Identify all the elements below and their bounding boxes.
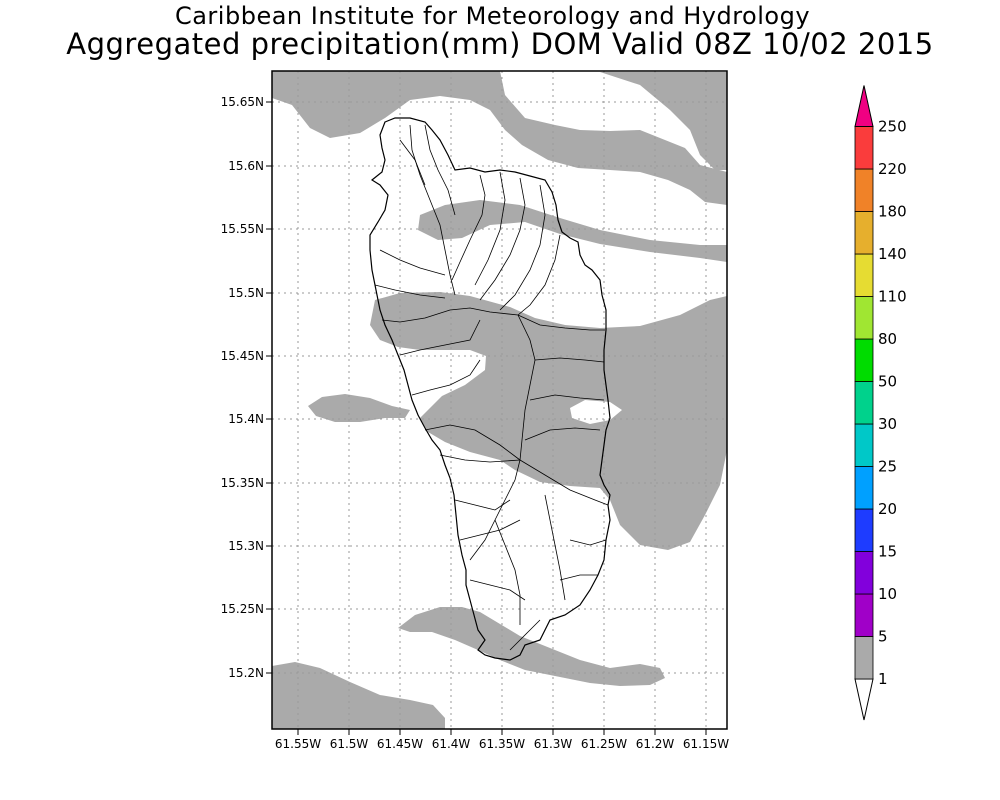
legend-color-swatch	[854, 466, 874, 510]
lon-label: 61.4W	[432, 737, 471, 751]
legend-label: 30	[878, 415, 897, 433]
legend-below-range-triangle	[854, 678, 874, 721]
axis-ticks	[266, 101, 707, 735]
legend-label: 20	[878, 500, 897, 518]
lon-label: 61.25W	[581, 737, 627, 751]
lat-label: 15.6N	[228, 159, 264, 173]
precipitation-areas	[272, 71, 727, 729]
legend-label: 5	[878, 628, 888, 646]
legend-color-swatch	[854, 253, 874, 297]
legend-color-swatch	[854, 168, 874, 212]
precip-area-north	[418, 200, 727, 262]
legend-color-swatch	[854, 211, 874, 255]
legend-color-swatch	[854, 508, 874, 552]
legend-color-swatch	[854, 636, 874, 680]
lon-label: 61.45W	[377, 737, 423, 751]
precip-area-west	[308, 394, 410, 422]
lon-label: 61.15W	[683, 737, 729, 751]
precip-area-central	[370, 292, 727, 550]
lat-label: 15.3N	[228, 539, 264, 553]
precip-area-east-patch	[695, 340, 727, 370]
watershed-lines	[374, 124, 609, 651]
lat-label: 15.55N	[221, 222, 264, 236]
precip-area-south	[398, 607, 665, 686]
legend-color-swatch	[854, 296, 874, 340]
map-title: Caribbean Institute for Meteorology and …	[174, 2, 811, 30]
island-outline	[369, 117, 611, 661]
legend-color-swatch	[854, 423, 874, 467]
lon-label: 61.35W	[479, 737, 525, 751]
legend-label: 220	[878, 160, 907, 178]
lat-label: 15.65N	[221, 95, 264, 109]
legend-color-swatch	[854, 126, 874, 170]
latitude-labels: 15.65N 15.6N 15.55N 15.5N 15.45N 15.4N 1…	[221, 95, 264, 680]
legend-label: 10	[878, 585, 897, 603]
legend-label: 250	[878, 118, 907, 136]
lat-label: 15.2N	[228, 666, 264, 680]
legend-color-swatch	[854, 381, 874, 425]
lat-label: 15.5N	[228, 286, 264, 300]
legend-color-swatch	[854, 593, 874, 637]
precip-area-south-west	[272, 662, 445, 729]
lat-label: 15.25N	[221, 602, 264, 616]
legend-label: 50	[878, 373, 897, 391]
legend-color-swatch	[854, 338, 874, 382]
lon-label: 61.2W	[636, 737, 675, 751]
lon-label: 61.55W	[275, 737, 321, 751]
lon-label: 61.5W	[330, 737, 369, 751]
legend-label: 180	[878, 203, 907, 221]
legend-label: 80	[878, 330, 897, 348]
precip-area-north-east	[557, 72, 727, 170]
precip-area-north-west	[272, 71, 727, 205]
legend-above-range-triangle	[854, 85, 874, 127]
legend-label: 1	[878, 670, 888, 688]
lat-label: 15.45N	[221, 349, 264, 363]
map-frame	[271, 70, 728, 730]
legend-label: 15	[878, 543, 897, 561]
lon-label: 61.3W	[534, 737, 573, 751]
legend-label: 110	[878, 288, 907, 306]
lat-label: 15.35N	[221, 476, 264, 490]
map-subtitle: Aggregated precipitation(mm) DOM Valid 0…	[66, 27, 934, 61]
map-grid	[272, 71, 727, 729]
legend-label: 140	[878, 245, 907, 263]
lat-label: 15.4N	[228, 412, 264, 426]
longitude-labels: 61.55W 61.5W 61.45W 61.4W 61.35W 61.3W 6…	[275, 737, 729, 751]
legend-label: 25	[878, 458, 897, 476]
legend-color-swatch	[854, 551, 874, 595]
